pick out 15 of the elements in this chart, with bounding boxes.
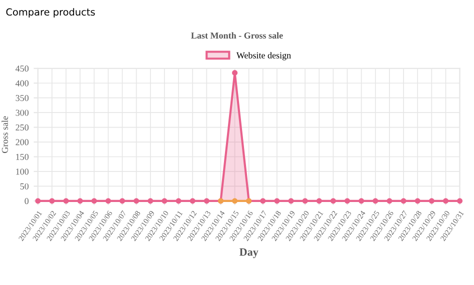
x-axis-title: Day xyxy=(239,248,258,258)
legend-label: Website design xyxy=(236,52,291,60)
y-tick-label: 100 xyxy=(16,168,29,175)
y-tick-label: 400 xyxy=(16,80,29,86)
chart-title: Last Month - Gross sale xyxy=(191,32,283,39)
y-tick-label: 450 xyxy=(16,66,29,72)
text: Compare products xyxy=(6,8,95,18)
y-tick-label: 0 xyxy=(24,198,29,204)
y-tick-label: 350 xyxy=(16,94,29,102)
y-tick-label: 250 xyxy=(16,124,29,131)
y-axis-title: Gross sale xyxy=(2,116,8,153)
y-tick-label: 300 xyxy=(16,110,29,116)
y-tick-label: 150 xyxy=(16,154,29,160)
y-tick-label: 200 xyxy=(16,139,29,146)
y-tick-label: 50 xyxy=(20,183,29,190)
